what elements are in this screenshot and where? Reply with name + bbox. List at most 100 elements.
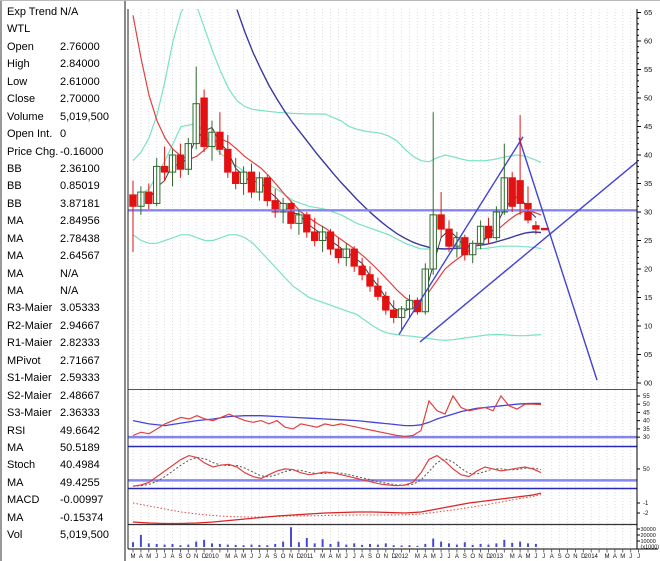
month-axis-label: M bbox=[510, 554, 515, 560]
month-axis-label: S bbox=[463, 554, 467, 560]
data-row-label: Stoch bbox=[7, 459, 36, 472]
data-row-value: 2.64567 bbox=[60, 250, 100, 263]
month-axis-label: A bbox=[423, 554, 427, 560]
data-row-ma-14: MA 2.64567 bbox=[2, 248, 124, 265]
data-row-label: S3-Maier bbox=[7, 407, 52, 420]
data-row-value: 2.36100 bbox=[60, 162, 100, 175]
data-row-value: -0.15374 bbox=[60, 511, 104, 524]
data-row-low-4: Low 2.61000 bbox=[2, 74, 124, 91]
data-row-label: MA bbox=[7, 232, 24, 245]
data-row-label: MA bbox=[7, 441, 24, 454]
rsi-axis-label: 55 bbox=[643, 394, 650, 400]
data-row-label: BB bbox=[7, 197, 22, 210]
volume-axis-label: 30000 bbox=[641, 527, 656, 533]
data-row-volume-6: Volume 5,019,500 bbox=[2, 109, 124, 126]
stoch-axis-label: 50 bbox=[643, 467, 650, 473]
data-row-value: N/A bbox=[60, 267, 79, 280]
month-axis-label: J bbox=[629, 554, 632, 560]
year-axis-label: 2013 bbox=[490, 554, 504, 560]
month-axis-label: A bbox=[550, 554, 554, 560]
data-row-label: MA bbox=[7, 267, 24, 280]
data-row-label: R3-Maier bbox=[7, 302, 53, 315]
data-row-value: 2.84956 bbox=[60, 215, 100, 228]
data-row-label: Volume bbox=[7, 110, 44, 123]
price-axis-label: 60 bbox=[644, 37, 652, 46]
month-axis-label: S bbox=[273, 554, 277, 560]
month-axis-label: M bbox=[320, 554, 325, 560]
trendline-1 bbox=[419, 161, 638, 343]
price-axis-label: 35 bbox=[644, 179, 652, 188]
month-axis-label: M bbox=[415, 554, 420, 560]
data-row-label: S1-Maier bbox=[7, 372, 52, 385]
month-axis-label: S bbox=[368, 554, 372, 560]
month-axis-label: J bbox=[250, 554, 253, 560]
data-row-value: -0.16000 bbox=[60, 145, 104, 158]
volume-axis-label: 10000 bbox=[641, 539, 656, 545]
data-row-label: Close bbox=[7, 93, 36, 106]
year-axis-label: 2010 bbox=[205, 554, 219, 560]
month-axis-label: M bbox=[225, 554, 230, 560]
data-row-label: S2-Maier bbox=[7, 389, 52, 402]
month-axis-label: O bbox=[186, 554, 191, 560]
slow-ma-line bbox=[236, 9, 542, 250]
volume-axis-label: (x1000) bbox=[641, 545, 660, 551]
month-axis-label: M bbox=[431, 554, 436, 560]
price-axis-label: 65 bbox=[644, 8, 652, 17]
month-axis-label: A bbox=[328, 554, 332, 560]
data-row-open-2: Open 2.76000 bbox=[2, 39, 124, 56]
trendline-0 bbox=[398, 136, 524, 335]
data-row-mpivot-20: MPivot 2.71667 bbox=[2, 353, 124, 370]
data-row-value: 49.6642 bbox=[60, 424, 100, 437]
data-row-ma-13: MA 2.78438 bbox=[2, 231, 124, 248]
data-row-label: WTL bbox=[7, 23, 31, 36]
month-axis-label: A bbox=[613, 554, 617, 560]
data-row-value: 2.78438 bbox=[60, 232, 100, 245]
data-row-vol-30: Vol 5,019,500 bbox=[2, 527, 124, 544]
data-row-value: 0.85019 bbox=[60, 180, 100, 193]
month-axis-label: A bbox=[265, 554, 269, 560]
data-row-s1-maier-21: S1-Maier 2.59333 bbox=[2, 370, 124, 387]
data-row-ma-29: MA -0.15374 bbox=[2, 510, 124, 527]
data-row-r1-maier-19: R1-Maier 2.82333 bbox=[2, 335, 124, 352]
data-row-label: Vol bbox=[7, 529, 23, 542]
month-axis-label: D bbox=[297, 554, 302, 560]
data-row-value: 2.71667 bbox=[60, 354, 100, 367]
month-axis-label: M bbox=[336, 554, 341, 560]
data-row-value: 2.70000 bbox=[60, 93, 100, 106]
rsi-axis-label: 45 bbox=[643, 410, 650, 416]
data-row-label: MA bbox=[7, 215, 24, 228]
data-row-value: 5,019,500 bbox=[60, 529, 109, 542]
fast-ma-line bbox=[132, 15, 542, 303]
data-row-s3-maier-23: S3-Maier 2.36333 bbox=[2, 405, 124, 422]
month-axis-label: J bbox=[258, 554, 261, 560]
price-axis-label: 10 bbox=[644, 322, 652, 331]
data-row-open-int--7: Open Int. 0 bbox=[2, 126, 124, 143]
data-row-label: Low bbox=[7, 75, 28, 88]
month-axis-label: S bbox=[558, 554, 562, 560]
rsi-ma-line bbox=[132, 402, 541, 427]
indicator-data-panel: Exp Trend N/A WTL Open 2.76000 High 2.84000 Low… bbox=[0, 1, 126, 561]
month-axis-label: J bbox=[448, 554, 451, 560]
data-row-bb-10: BB 0.85019 bbox=[2, 178, 124, 195]
rsi-axis-label: 50 bbox=[643, 402, 650, 408]
month-axis-label: J bbox=[637, 554, 640, 560]
month-axis-label: N bbox=[194, 554, 198, 560]
data-row-label: MACD bbox=[7, 494, 40, 507]
data-row-label: High bbox=[7, 58, 30, 71]
price-axis-label: 40 bbox=[644, 151, 652, 160]
macd-axis-label: -1 bbox=[643, 501, 649, 507]
data-row-label: Price Chg. bbox=[7, 145, 59, 158]
stoch-d-line bbox=[132, 456, 542, 487]
month-axis-label: M bbox=[526, 554, 531, 560]
data-row-label: Open Int. bbox=[7, 128, 53, 141]
data-row-bb-9: BB 2.36100 bbox=[2, 161, 124, 178]
month-axis-label: A bbox=[234, 554, 238, 560]
data-row-exp-trend-0: Exp Trend N/A bbox=[2, 4, 124, 21]
data-row-label: MA bbox=[7, 250, 24, 263]
data-row-price-chg--8: Price Chg. -0.16000 bbox=[2, 144, 124, 161]
month-axis-label: D bbox=[202, 554, 207, 560]
data-row-value: 2.84000 bbox=[60, 58, 100, 71]
data-row-label: Exp Trend bbox=[7, 6, 58, 18]
